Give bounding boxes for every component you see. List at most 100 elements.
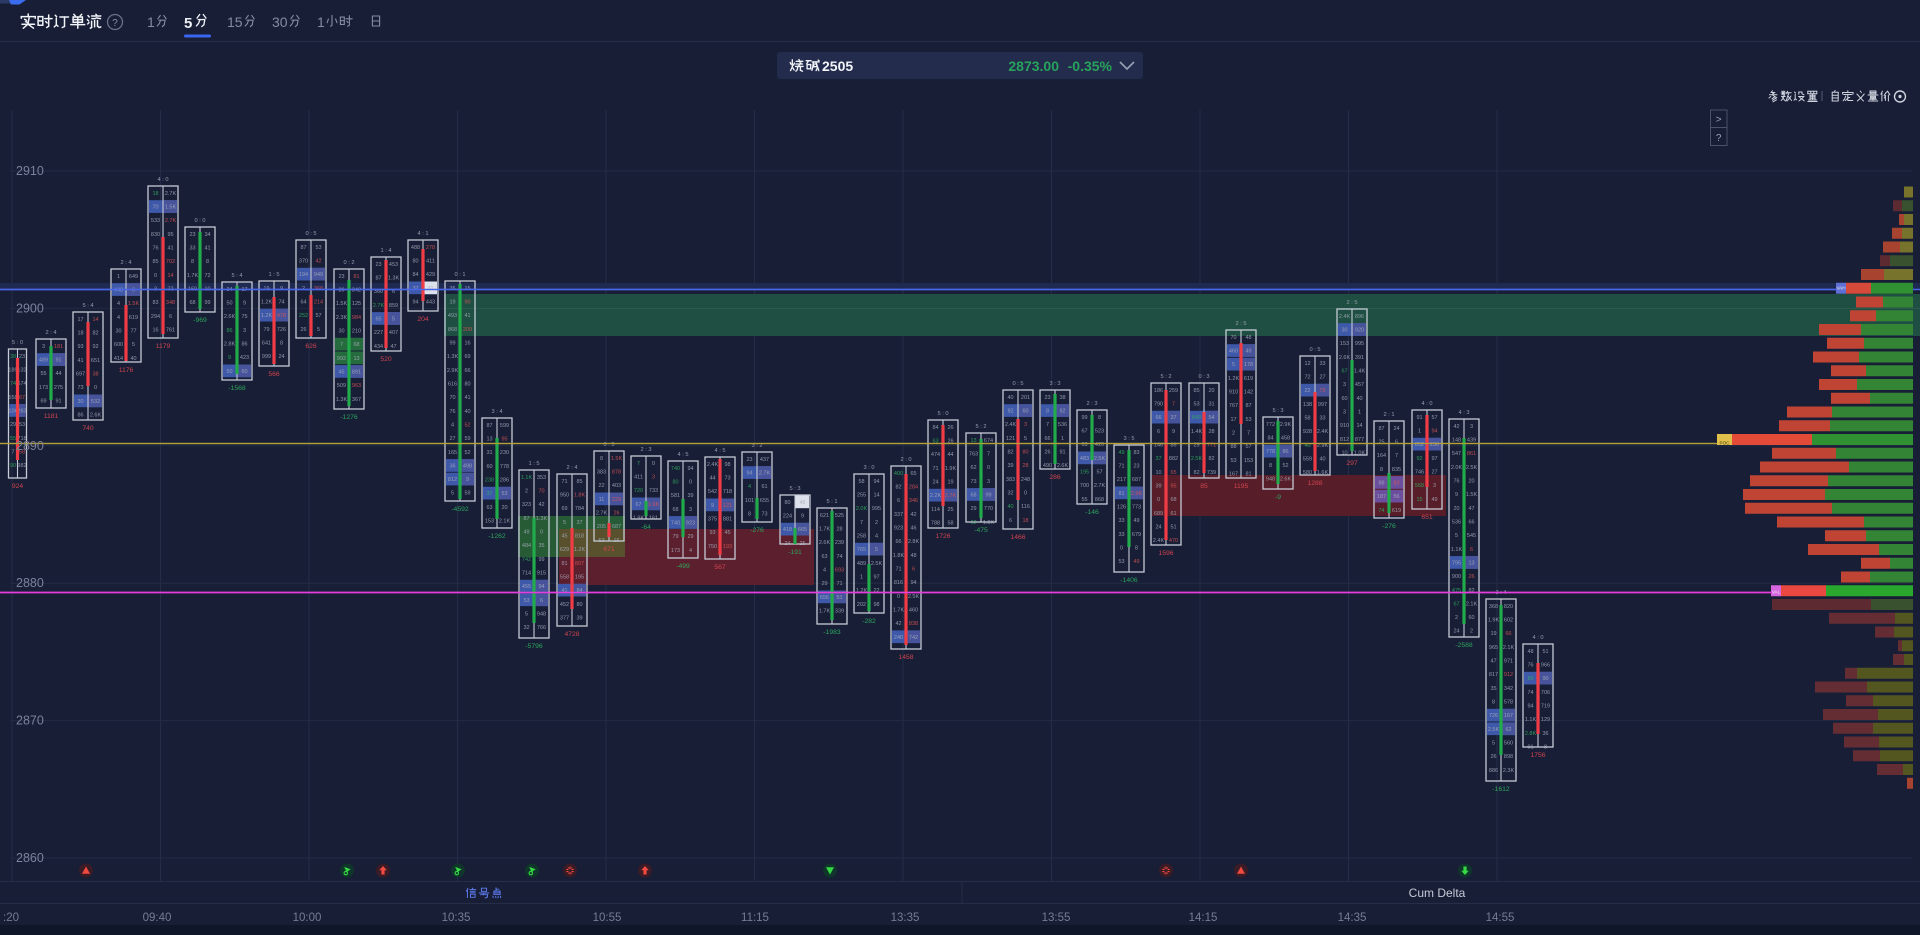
- svg-text:24: 24: [1393, 426, 1399, 432]
- svg-text:101: 101: [745, 498, 754, 504]
- svg-text:90: 90: [464, 300, 470, 306]
- svg-text:90: 90: [1542, 676, 1548, 682]
- svg-text:411: 411: [426, 259, 435, 265]
- svg-text:31: 31: [486, 450, 492, 456]
- svg-text:66: 66: [1505, 631, 1511, 637]
- svg-text:80: 80: [1022, 450, 1028, 456]
- svg-text:4: 4: [748, 484, 751, 490]
- svg-text:0: 0: [1120, 546, 1123, 552]
- svg-text:437: 437: [760, 457, 769, 463]
- svg-text:2: 2: [1470, 629, 1473, 635]
- svg-text:62: 62: [1505, 727, 1511, 733]
- svg-text:1.2K: 1.2K: [261, 300, 273, 306]
- svg-text:53: 53: [19, 422, 25, 428]
- svg-text:1: 1: [1358, 409, 1361, 415]
- svg-text:-2588: -2588: [1455, 642, 1473, 649]
- svg-text:47: 47: [1490, 659, 1496, 665]
- svg-text:80: 80: [784, 500, 790, 506]
- svg-text:878: 878: [612, 470, 621, 476]
- svg-text:94: 94: [910, 580, 916, 586]
- svg-text:17: 17: [77, 317, 83, 323]
- svg-text:1: 1: [1418, 429, 1421, 435]
- svg-text:3 : 2: 3 : 2: [751, 443, 762, 449]
- svg-text:11:15: 11:15: [741, 912, 769, 924]
- svg-text:2.7K: 2.7K: [165, 191, 177, 197]
- svg-text:420: 420: [1095, 442, 1104, 448]
- svg-text:79: 79: [1319, 388, 1325, 394]
- svg-text:224: 224: [783, 514, 792, 520]
- svg-text:67: 67: [1081, 429, 1087, 435]
- svg-text:59: 59: [464, 436, 470, 442]
- svg-text:92: 92: [1007, 409, 1013, 415]
- svg-text:92: 92: [92, 344, 98, 350]
- svg-text:950: 950: [560, 493, 569, 499]
- svg-text:294: 294: [151, 314, 160, 320]
- svg-text:75: 75: [241, 314, 247, 320]
- svg-text:18: 18: [152, 191, 158, 197]
- svg-text:2.0K: 2.0K: [856, 506, 868, 512]
- svg-text:568: 568: [1415, 483, 1424, 489]
- svg-text:195: 195: [1080, 470, 1089, 476]
- svg-text:48: 48: [1245, 335, 1251, 341]
- svg-text:27: 27: [449, 436, 455, 442]
- svg-text:229: 229: [612, 497, 621, 503]
- svg-text:742: 742: [522, 557, 531, 563]
- svg-text:0: 0: [987, 465, 990, 471]
- svg-text:81: 81: [353, 274, 359, 280]
- svg-text:26: 26: [947, 425, 953, 431]
- svg-text:62: 62: [970, 520, 976, 526]
- svg-text:12: 12: [1304, 361, 1310, 367]
- svg-text:23: 23: [746, 457, 752, 463]
- svg-text:999: 999: [262, 354, 271, 360]
- svg-text:39: 39: [1007, 463, 1013, 469]
- svg-text:9: 9: [243, 301, 246, 307]
- svg-text:746: 746: [1415, 470, 1424, 476]
- svg-text:599: 599: [500, 423, 509, 429]
- svg-text:19: 19: [449, 300, 455, 306]
- svg-text:1.1K: 1.1K: [521, 475, 533, 481]
- svg-text:4 : 5: 4 : 5: [714, 448, 725, 454]
- svg-text:26: 26: [947, 439, 953, 445]
- svg-text:474: 474: [931, 452, 940, 458]
- svg-text:45: 45: [338, 369, 344, 375]
- svg-text:812: 812: [448, 477, 457, 483]
- svg-text:1 : 5: 1 : 5: [528, 461, 539, 467]
- svg-text:36: 36: [449, 463, 455, 469]
- svg-text:1.3K: 1.3K: [388, 276, 400, 282]
- svg-text:4: 4: [117, 301, 120, 307]
- svg-text:578: 578: [1504, 700, 1513, 706]
- svg-text:2.4K: 2.4K: [1005, 422, 1017, 428]
- svg-text:15: 15: [1416, 497, 1422, 503]
- svg-text:763: 763: [969, 452, 978, 458]
- svg-text:76: 76: [1527, 663, 1533, 669]
- svg-text:460: 460: [909, 607, 918, 613]
- svg-text:55: 55: [10, 436, 16, 442]
- svg-text:59: 59: [464, 491, 470, 497]
- svg-text:153: 153: [485, 519, 494, 525]
- svg-text:258: 258: [857, 534, 866, 540]
- svg-text:581: 581: [671, 493, 680, 499]
- svg-text:47: 47: [1468, 506, 1474, 512]
- svg-text:16: 16: [152, 327, 158, 333]
- svg-text:74: 74: [10, 381, 16, 387]
- svg-text:51: 51: [1542, 649, 1548, 655]
- svg-text:67: 67: [1341, 369, 1347, 375]
- svg-text:2.6K: 2.6K: [1280, 477, 1292, 483]
- svg-text:-1262: -1262: [488, 533, 506, 540]
- svg-text:488: 488: [411, 245, 420, 251]
- svg-text:5: 5: [1492, 740, 1495, 746]
- svg-text:-5796: -5796: [525, 643, 543, 650]
- svg-text:2 : 4: 2 : 4: [566, 465, 577, 471]
- svg-text:87: 87: [523, 516, 529, 522]
- svg-text:71: 71: [932, 466, 938, 472]
- svg-text:95: 95: [167, 232, 173, 238]
- svg-text:09:40: 09:40: [143, 912, 172, 924]
- svg-text:20: 20: [1453, 506, 1459, 512]
- svg-text:948: 948: [537, 611, 546, 617]
- svg-text:42: 42: [315, 259, 321, 265]
- svg-text:97: 97: [873, 575, 879, 581]
- svg-text:24: 24: [1453, 629, 1459, 635]
- svg-text:910: 910: [1229, 390, 1238, 396]
- svg-text:45: 45: [561, 534, 567, 540]
- svg-text:489: 489: [39, 358, 48, 364]
